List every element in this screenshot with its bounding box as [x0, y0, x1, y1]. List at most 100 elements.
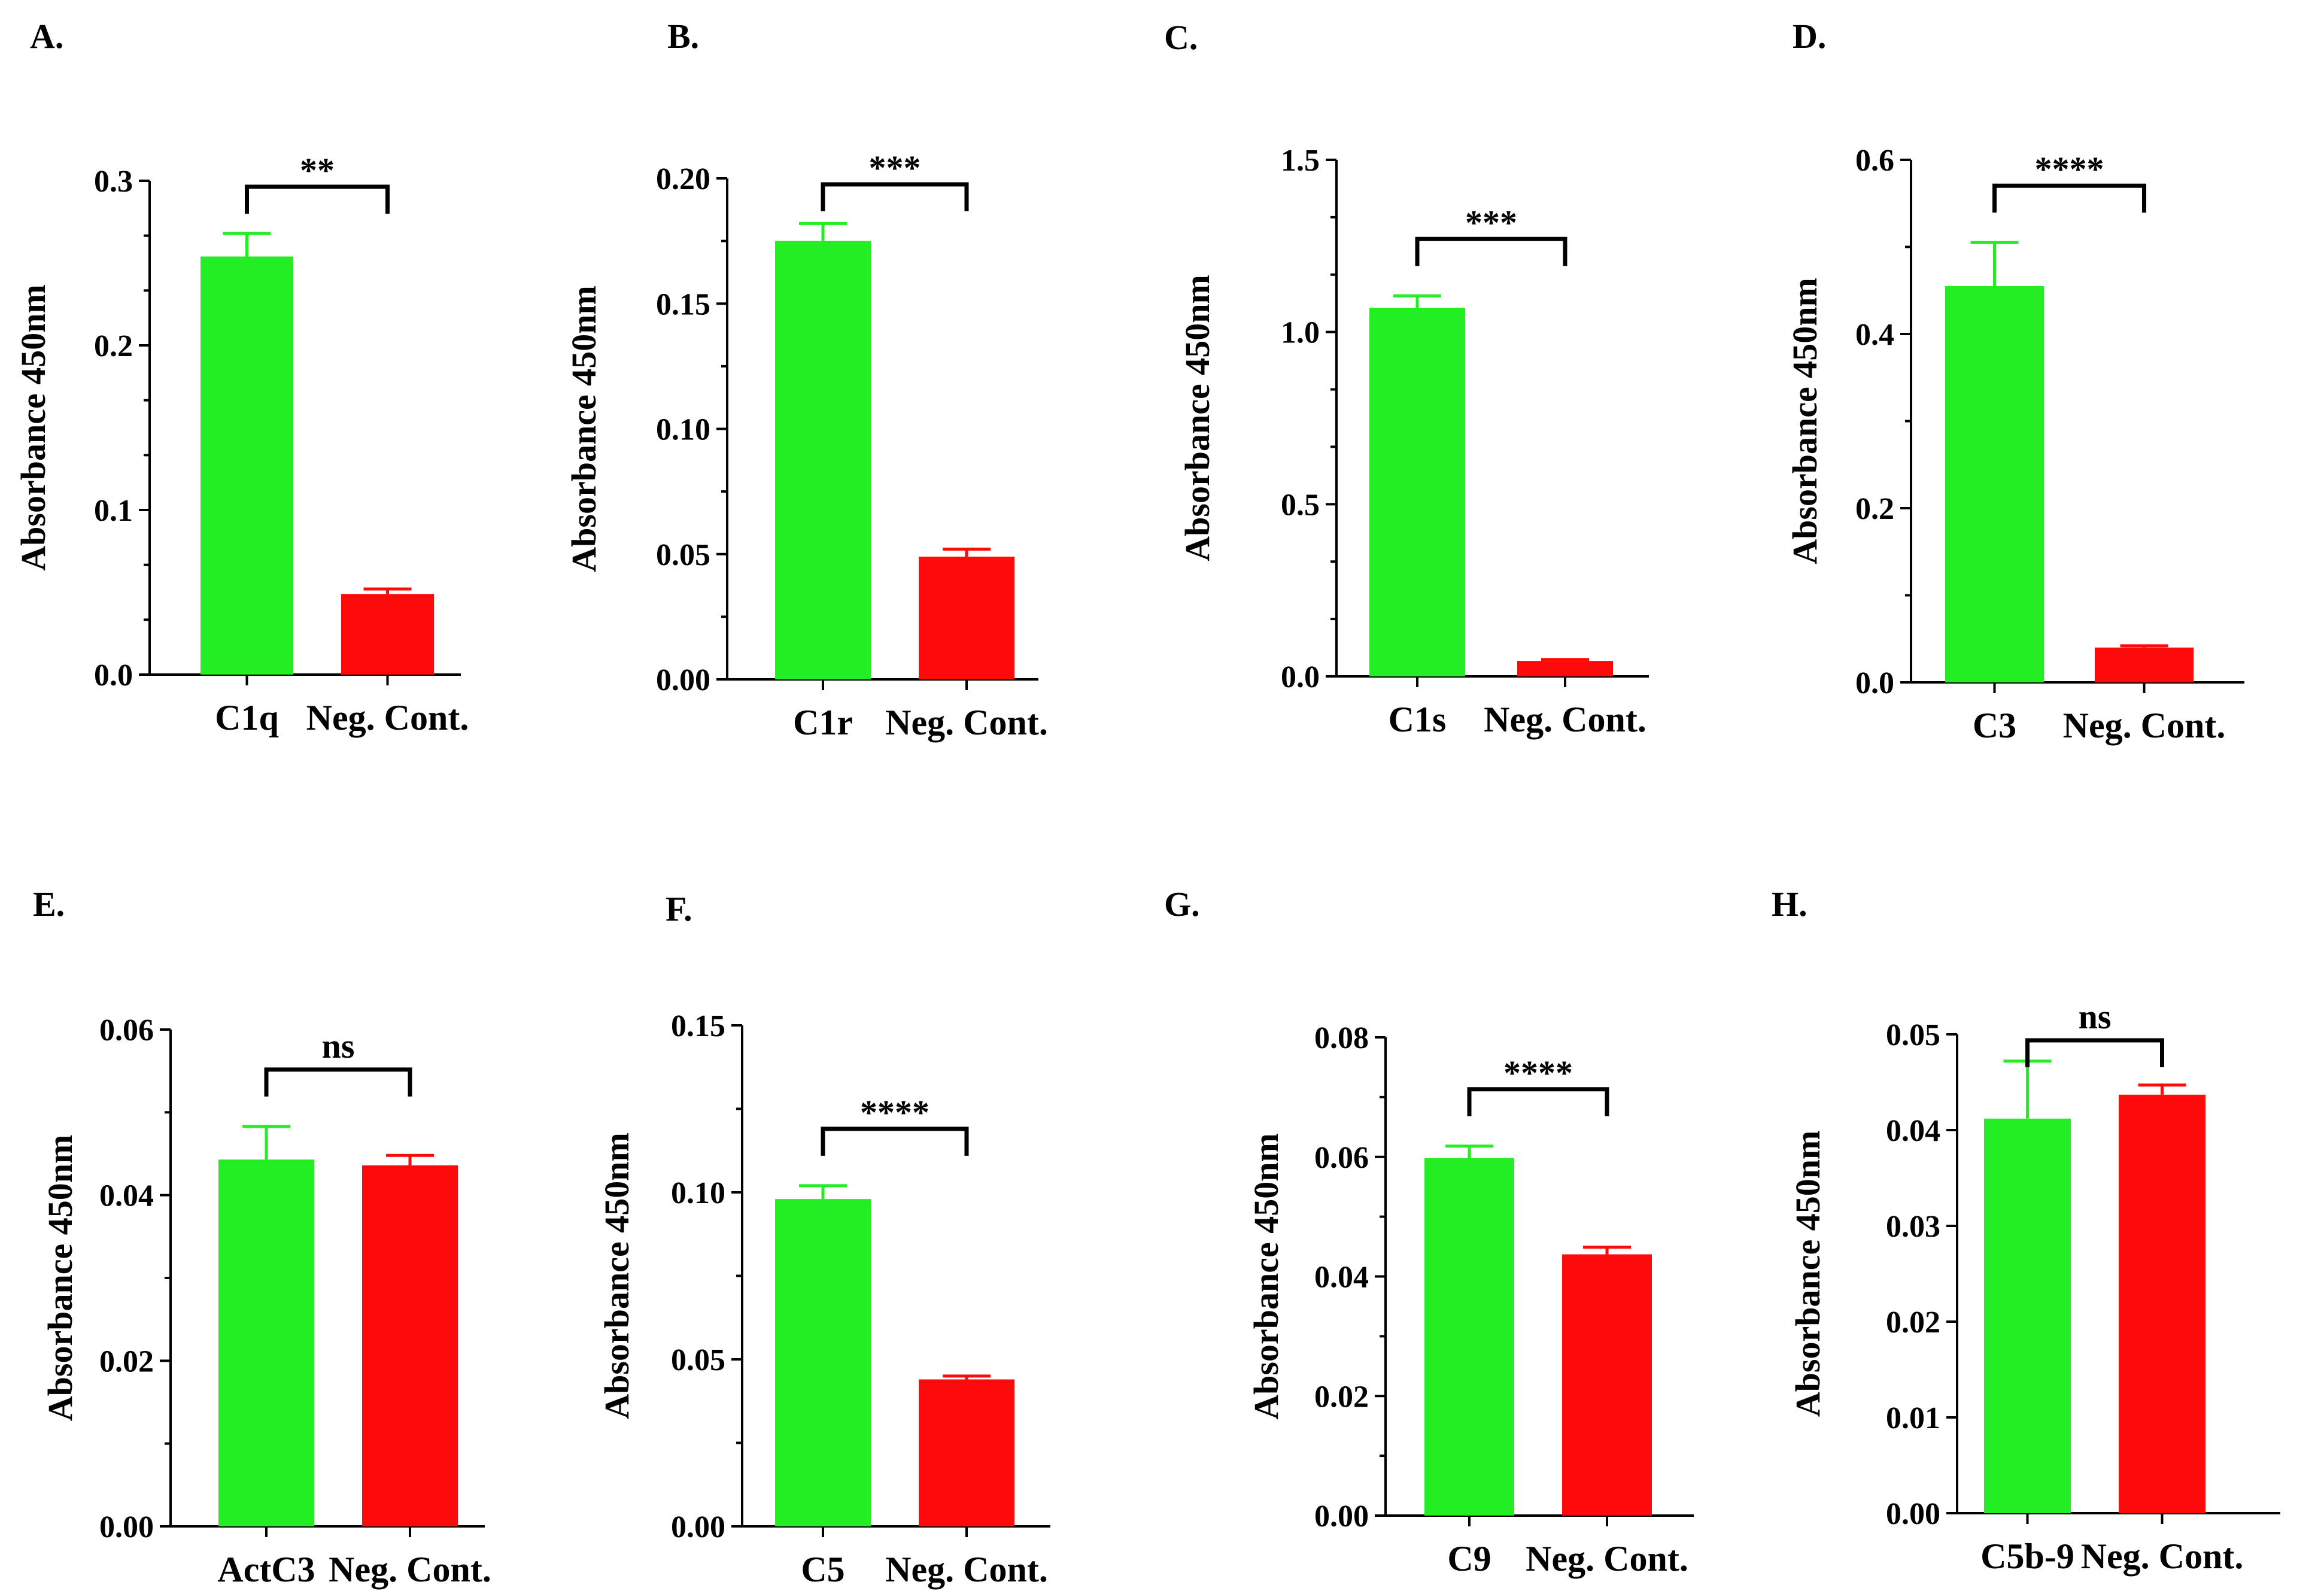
- y-tick-label: 1.0: [1281, 316, 1320, 350]
- panel-letter: D.: [1793, 17, 1826, 56]
- category-label: Neg. Cont.: [1526, 1539, 1688, 1578]
- panel-letter: F.: [666, 889, 692, 928]
- category-label: C5: [801, 1550, 844, 1589]
- y-tick-label: 0.10: [656, 413, 710, 447]
- y-tick-label: 0.00: [99, 1510, 154, 1544]
- panel-letter: E.: [33, 885, 65, 924]
- y-axis-label: Absorbance 450nm: [1788, 1131, 1827, 1417]
- category-label: Neg. Cont.: [885, 1550, 1048, 1589]
- y-tick-label: 0.00: [1886, 1497, 1940, 1531]
- y-tick-label: 0.15: [671, 1009, 725, 1043]
- bar-control: [1562, 1254, 1652, 1516]
- significance-bracket: [1992, 183, 2146, 213]
- chart-panel-h: H. Absorbance 450nm 0.00 0.01 0.02 0.03 0.04 0.…: [1772, 885, 2280, 1576]
- y-tick-label: 0.05: [671, 1343, 725, 1377]
- chart-panel-e: E. Absorbance 450nm 0.00 0.02 0.04 0.06 ActC3 N…: [33, 885, 491, 1589]
- y-tick-label: 0.0: [94, 658, 133, 693]
- bar-control: [341, 594, 434, 675]
- category-label: C3: [1973, 706, 2016, 745]
- y-tick-label: 0.02: [1886, 1305, 1940, 1340]
- significance-label: ****: [860, 1093, 929, 1132]
- bar-control: [1517, 661, 1613, 676]
- y-tick-label: 0.0: [1281, 660, 1320, 694]
- y-axis-label: Absorbance 450nm: [14, 284, 53, 571]
- y-tick-label: 0.10: [671, 1176, 725, 1210]
- significance-label: ***: [869, 148, 921, 187]
- significance-label: ****: [2035, 150, 2104, 189]
- significance-label: ns: [322, 1027, 355, 1065]
- bar-control: [362, 1165, 458, 1526]
- y-tick-label: 0.04: [99, 1179, 154, 1213]
- significance-bracket: [1467, 1087, 1609, 1116]
- category-label: C1q: [215, 698, 279, 737]
- significance-label: ****: [1503, 1053, 1573, 1092]
- y-tick-label: 0.1: [94, 494, 133, 528]
- y-tick-label: 0.20: [656, 162, 710, 196]
- category-label: Neg. Cont.: [306, 698, 469, 737]
- chart-panel-c: C. Absorbance 450nm 0.0 0.5 1.0 1.5 C1s Neg. Co…: [1164, 18, 1649, 739]
- y-axis-label: Absorbance 450nm: [41, 1135, 80, 1422]
- y-tick-label: 0.00: [671, 1510, 725, 1544]
- y-tick-label: 0.08: [1314, 1021, 1369, 1055]
- y-tick-label: 0.00: [1314, 1499, 1369, 1534]
- bar-treatment: [1945, 286, 2044, 683]
- significance-bracket: [821, 1127, 969, 1156]
- y-axis-label: Absorbance 450nm: [564, 286, 603, 572]
- panel-letter: G.: [1164, 885, 1200, 924]
- significance-bracket: [264, 1067, 412, 1097]
- y-tick-label: 0.00: [656, 663, 710, 697]
- y-tick-label: 0.04: [1314, 1261, 1369, 1295]
- category-label: Neg. Cont.: [1484, 700, 1646, 739]
- y-tick-label: 1.5: [1281, 144, 1320, 178]
- y-tick-label: 0.4: [1855, 318, 1894, 352]
- bar-treatment: [200, 256, 293, 675]
- chart-panel-g: G. Absorbance 450nm 0.00 0.02 0.04 0.06 0.08 C9…: [1164, 885, 1694, 1578]
- chart-panel-a: A. Absorbance 450nm 0.0 0.1 0.2 0.3 C1q Neg. Co…: [14, 17, 469, 737]
- panel-letter: H.: [1772, 885, 1807, 924]
- y-tick-label: 0.3: [94, 165, 133, 199]
- y-tick-label: 0.2: [1855, 492, 1894, 526]
- panel-letter: C.: [1164, 18, 1198, 57]
- category-label: Neg. Cont.: [885, 703, 1048, 742]
- category-label: Neg. Cont.: [2063, 706, 2226, 745]
- panel-letter: B.: [667, 17, 699, 56]
- y-axis-label: Absorbance 450nm: [1785, 278, 1824, 564]
- y-tick-label: 0.5: [1281, 488, 1320, 522]
- bar-treatment: [775, 241, 871, 679]
- y-tick-label: 0.04: [1886, 1114, 1940, 1148]
- category-label: C1s: [1389, 700, 1447, 739]
- significance-label: **: [300, 151, 335, 190]
- y-tick-label: 0.05: [656, 538, 710, 572]
- y-tick-label: 0.02: [1314, 1380, 1369, 1414]
- y-tick-label: 0.02: [99, 1344, 154, 1379]
- y-axis-label: Absorbance 450nm: [597, 1133, 636, 1419]
- bar-control: [2095, 647, 2194, 682]
- significance-bracket: [2025, 1038, 2164, 1067]
- y-tick-label: 0.03: [1886, 1210, 1940, 1244]
- bar-treatment: [1424, 1158, 1514, 1516]
- category-label: C5b-9: [1980, 1537, 2074, 1576]
- panel-letter: A.: [30, 17, 63, 56]
- bar-control: [2119, 1094, 2205, 1513]
- significance-bracket: [1415, 236, 1567, 266]
- y-tick-label: 0.6: [1855, 144, 1894, 178]
- chart-panel-f: F. Absorbance 450nm 0.00 0.05 0.10 0.15 C5 Neg.…: [597, 889, 1050, 1589]
- category-label: C1r: [793, 703, 853, 742]
- bar-control: [919, 1379, 1014, 1526]
- category-label: Neg. Cont.: [2081, 1537, 2244, 1576]
- y-tick-label: 0.06: [1314, 1141, 1369, 1175]
- category-label: ActC3: [217, 1550, 315, 1589]
- y-tick-label: 0.05: [1886, 1018, 1940, 1052]
- significance-label: ***: [1465, 203, 1517, 242]
- bar-treatment: [1369, 308, 1465, 676]
- y-tick-label: 0.0: [1855, 666, 1894, 700]
- y-tick-label: 0.2: [94, 329, 133, 363]
- y-axis-label: Absorbance 450nm: [1178, 275, 1217, 561]
- y-axis-label: Absorbance 450nm: [1247, 1133, 1286, 1420]
- significance-label: ns: [2079, 997, 2112, 1036]
- bar-treatment: [1984, 1118, 2071, 1513]
- y-tick-label: 0.06: [99, 1013, 154, 1048]
- bar-treatment: [218, 1159, 314, 1526]
- bar-control: [919, 556, 1014, 679]
